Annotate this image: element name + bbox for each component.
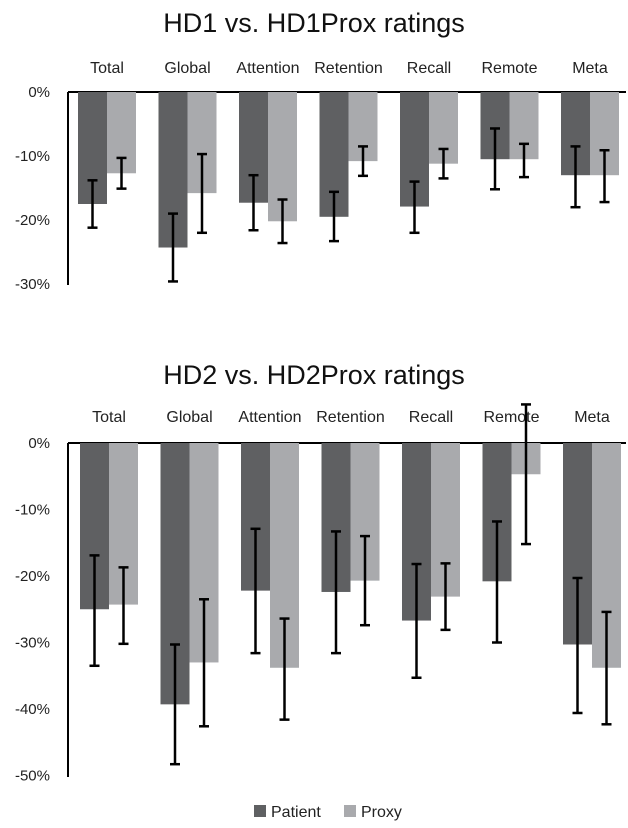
chart-title: HD1 vs. HD1Prox ratings	[163, 8, 465, 38]
y-tick-label: 0%	[28, 435, 50, 452]
y-tick-label: -10%	[15, 148, 50, 165]
category-label: Remote	[483, 409, 539, 426]
legend-swatch-proxy	[344, 805, 356, 817]
category-label: Global	[166, 409, 212, 426]
category-label: Meta	[572, 60, 608, 77]
category-label: Retention	[314, 60, 383, 77]
category-label: Attention	[236, 60, 299, 77]
category-label: Attention	[238, 409, 301, 426]
y-tick-label: -40%	[15, 701, 50, 718]
y-tick-label: 0%	[28, 84, 50, 101]
legend-label: Patient	[271, 804, 321, 821]
chart-title: HD2 vs. HD2Prox ratings	[163, 360, 465, 390]
category-label: Recall	[407, 60, 451, 77]
y-tick-label: -50%	[15, 768, 50, 785]
category-label: Recall	[409, 409, 453, 426]
legend-swatch-patient	[254, 805, 266, 817]
category-label: Retention	[316, 409, 385, 426]
y-tick-label: -30%	[15, 276, 50, 293]
category-label: Meta	[574, 409, 610, 426]
y-tick-label: -20%	[15, 568, 50, 585]
category-label: Global	[164, 60, 210, 77]
category-label: Total	[92, 409, 126, 426]
y-tick-label: -10%	[15, 502, 50, 519]
category-label: Remote	[481, 60, 537, 77]
category-label: Total	[90, 60, 124, 77]
legend-label: Proxy	[361, 804, 402, 821]
y-tick-label: -20%	[15, 212, 50, 229]
y-tick-label: -30%	[15, 635, 50, 652]
